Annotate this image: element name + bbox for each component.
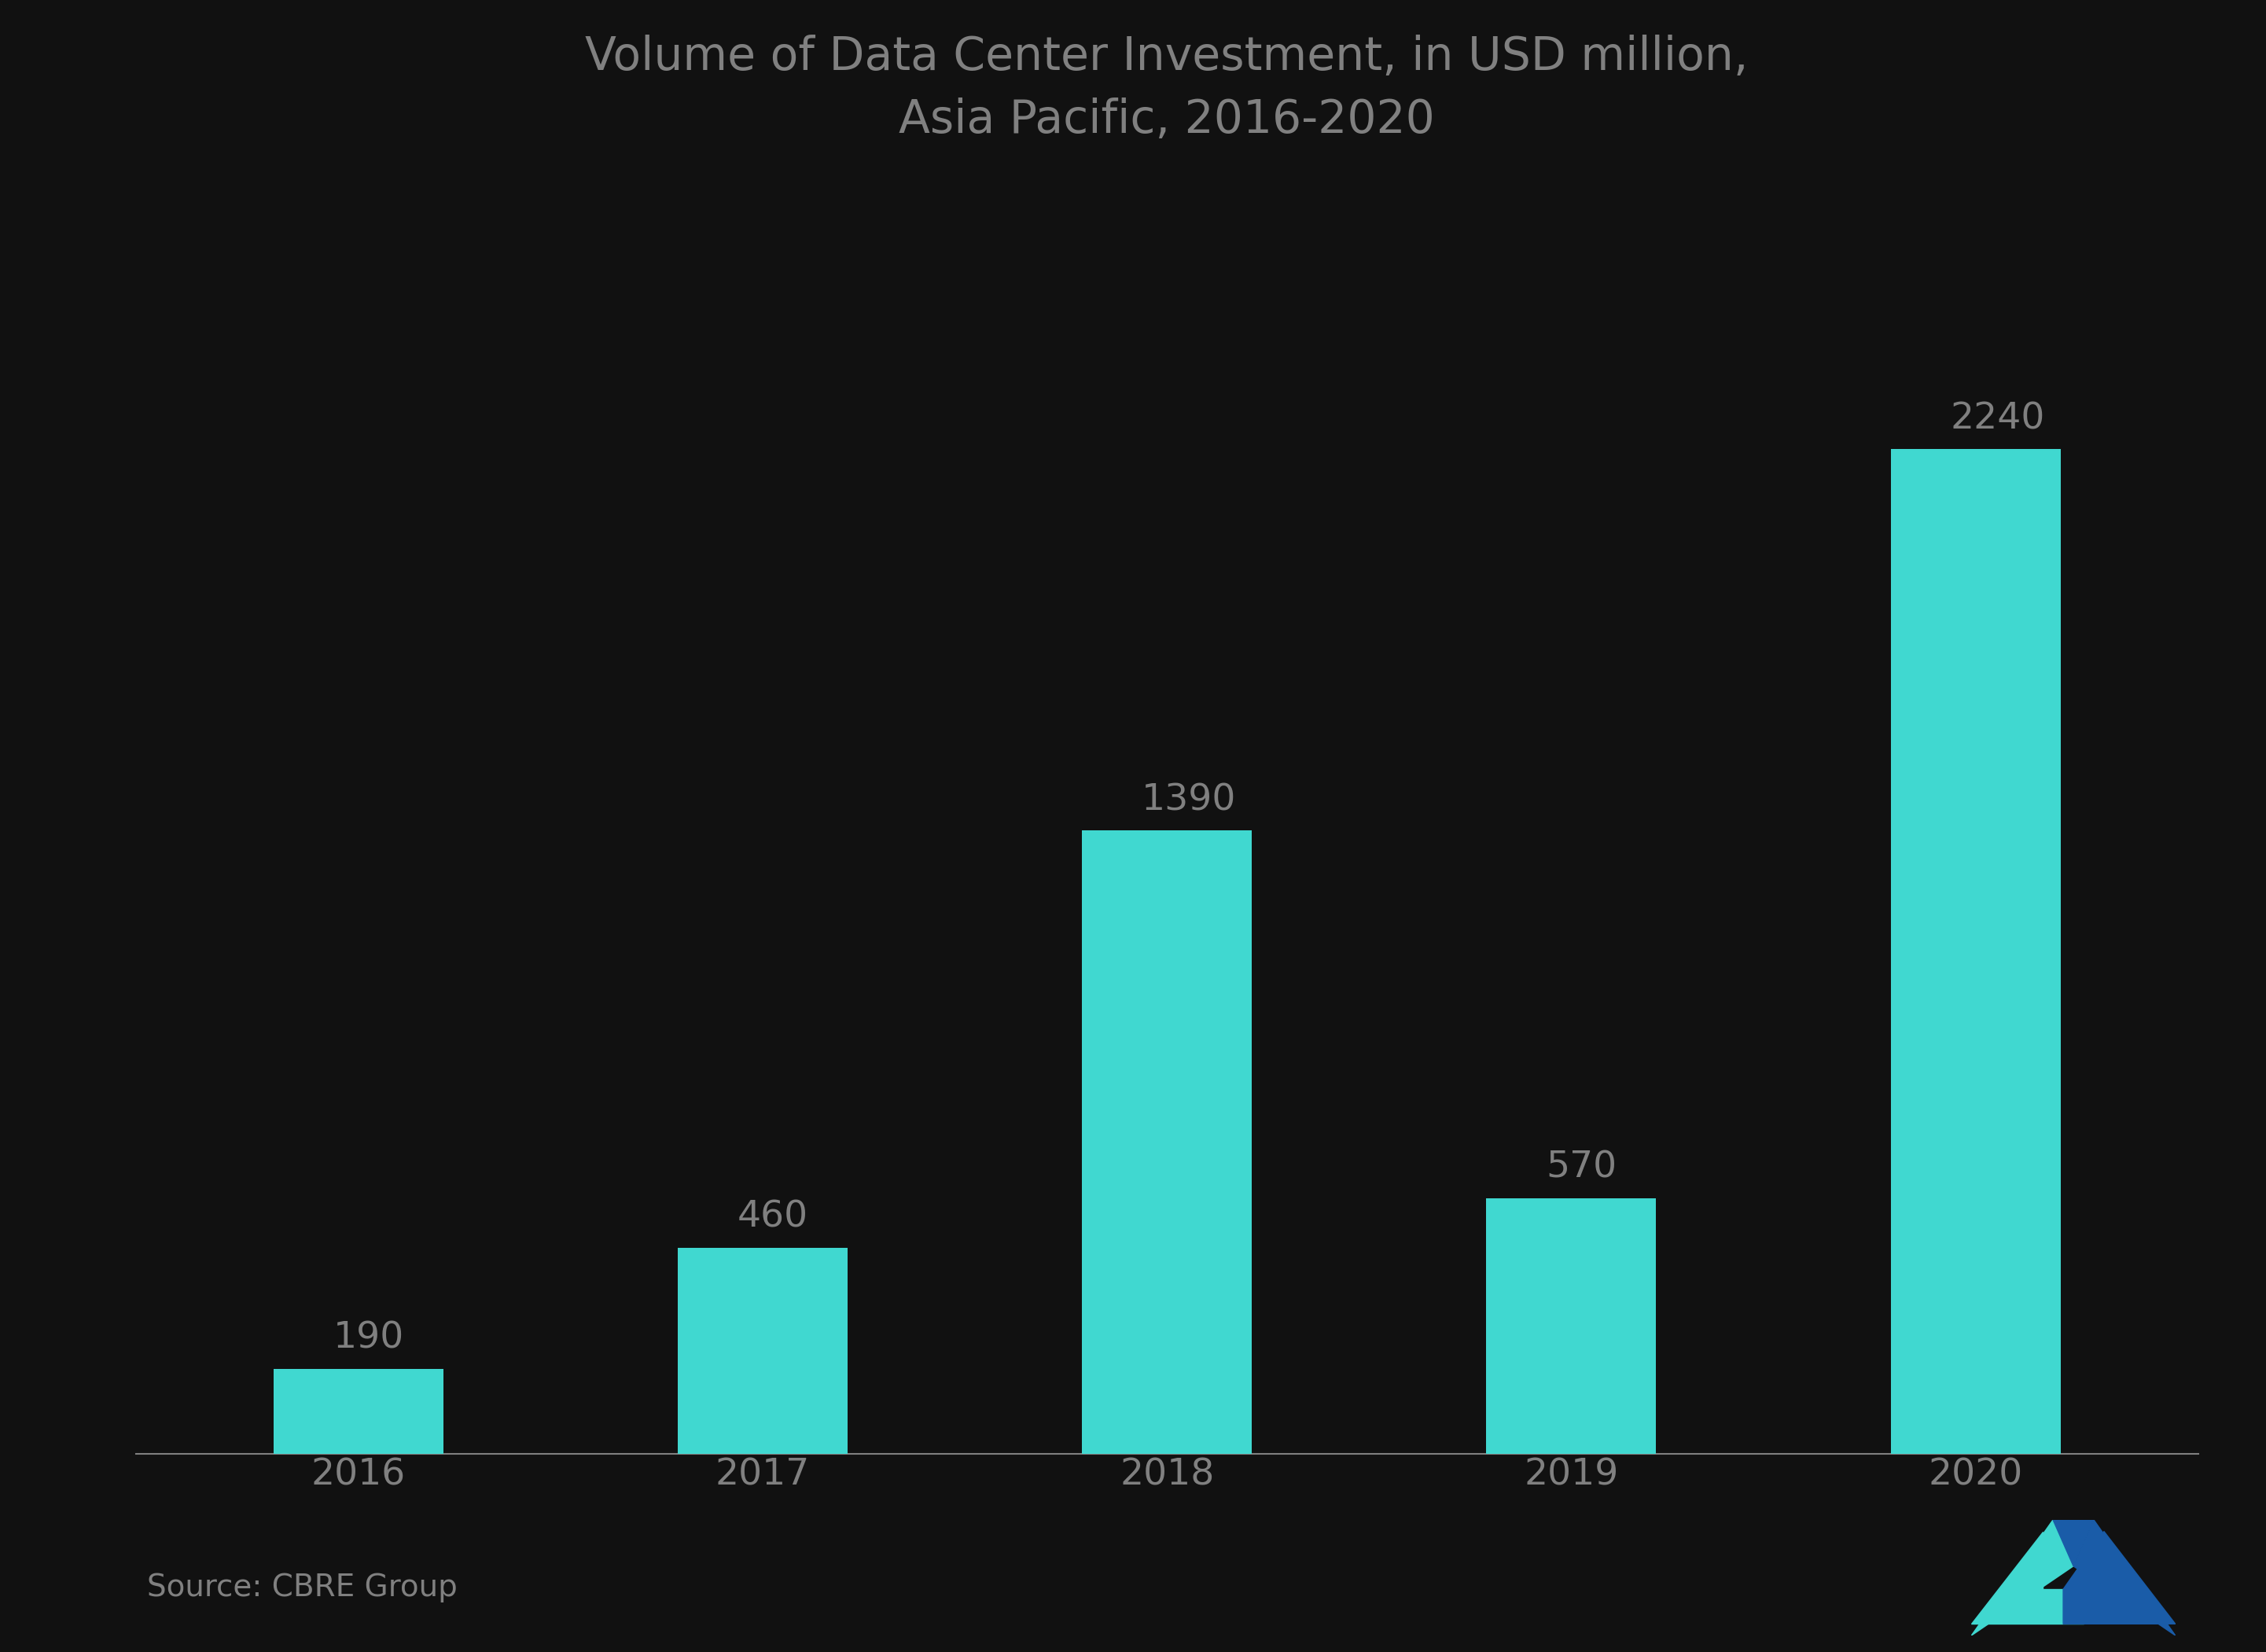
Bar <box>1486 1198 1656 1454</box>
Text: 2240: 2240 <box>1951 401 2044 436</box>
Polygon shape <box>2062 1531 2175 1624</box>
Title: Volume of Data Center Investment, in USD million,
Asia Pacific, 2016-2020: Volume of Data Center Investment, in USD… <box>585 35 1749 142</box>
Text: 190: 190 <box>333 1320 403 1356</box>
Text: 1390: 1390 <box>1142 783 1237 818</box>
Polygon shape <box>1971 1531 2082 1624</box>
Bar <box>1083 831 1251 1454</box>
Text: 570: 570 <box>1545 1150 1616 1186</box>
Bar <box>678 1247 847 1454</box>
Polygon shape <box>2073 1520 2175 1635</box>
Bar <box>274 1368 444 1454</box>
Polygon shape <box>2053 1520 2094 1566</box>
Text: 460: 460 <box>736 1199 809 1236</box>
Polygon shape <box>1971 1520 2073 1635</box>
Bar <box>1890 449 2060 1454</box>
Text: Source: CBRE Group: Source: CBRE Group <box>147 1573 458 1602</box>
